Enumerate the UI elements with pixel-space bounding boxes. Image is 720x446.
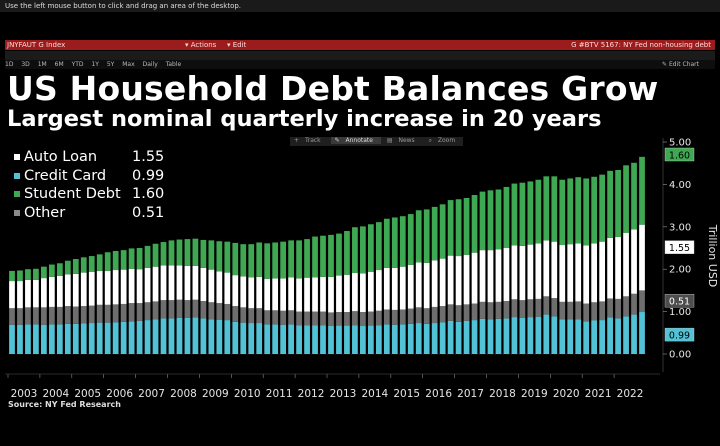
- x-tick-label: 2004: [42, 388, 69, 400]
- y-tick-label: 2.00: [669, 265, 691, 276]
- range-1y[interactable]: 1Y: [91, 61, 99, 68]
- page-title: US Household Debt Balances Grow: [7, 69, 659, 108]
- legend-value: 1.55: [132, 149, 165, 165]
- desktop-hint: Use the left mouse button to click and d…: [0, 0, 720, 12]
- ticker-label[interactable]: JNYFAUT G Index: [7, 41, 66, 49]
- legend-swatch: [14, 172, 20, 179]
- x-tick-label: 2014: [361, 388, 388, 400]
- legend-name: Auto Loan: [24, 149, 98, 165]
- y-axis-title: Trillion USD: [706, 224, 719, 288]
- x-tick-label: 2010: [234, 388, 261, 400]
- range-6m[interactable]: 6M: [54, 61, 64, 68]
- svg-text:0.99: 0.99: [669, 331, 690, 342]
- last-value-tag-credit-card: 0.99: [664, 327, 695, 342]
- x-tick-label: 2020: [553, 388, 580, 400]
- legend-swatch: [14, 154, 20, 161]
- last-value-tag-auto-loan: 1.55: [664, 240, 695, 254]
- range-3d[interactable]: 3D: [21, 61, 30, 68]
- range-1m[interactable]: 1M: [37, 61, 47, 68]
- x-tick-label: 2008: [170, 388, 197, 400]
- range-toolbar: 1D 3D 1M 6M YTD 1Y 5Y Max Daily Table ✎ …: [5, 60, 715, 69]
- page-subtitle: Largest nominal quarterly increase in 20…: [7, 106, 602, 132]
- legend-name: Credit Card: [24, 167, 107, 184]
- terminal-header: JNYFAUT G Index ▾ Actions ▾ Edit G #BTV …: [5, 40, 715, 50]
- x-tick-label: 2022: [617, 388, 644, 400]
- y-tick-label: 4.00: [669, 180, 691, 191]
- frequency-select[interactable]: Daily: [142, 61, 158, 68]
- svg-text:1.55: 1.55: [669, 243, 690, 254]
- x-tick-label: 2007: [138, 388, 165, 400]
- x-tick-label: 2009: [202, 388, 229, 400]
- svg-text:1.60: 1.60: [669, 151, 690, 162]
- legend-value: 0.51: [132, 204, 165, 221]
- zoom-button[interactable]: ⌕ Zoom: [428, 137, 456, 144]
- x-tick-label: 2016: [425, 388, 452, 400]
- x-tick-label: 2019: [521, 388, 548, 400]
- y-tick-label: 3.00: [669, 222, 691, 233]
- legend-item-auto-loan: Auto Loan 1.55: [14, 148, 164, 167]
- x-tick-label: 2013: [330, 388, 357, 400]
- date-toolbar: [5, 51, 715, 60]
- chart-legend: Auto Loan 1.55 Credit Card 0.99 Student …: [14, 148, 164, 222]
- legend-value: 0.99: [132, 167, 165, 184]
- last-value-tag-student-debt: 1.60: [664, 147, 695, 162]
- x-tick-label: 2015: [393, 388, 420, 400]
- edit-chart-button[interactable]: ✎ Edit Chart: [662, 61, 699, 68]
- x-tick-label: 2017: [457, 388, 484, 400]
- source-note: Source: NY Fed Research: [8, 400, 121, 409]
- y-tick-label: 1.00: [669, 307, 691, 318]
- legend-swatch: [14, 209, 20, 216]
- x-tick-label: 2005: [74, 388, 101, 400]
- chart-id-label: G #BTV 5167: NY Fed non-housing debt: [571, 41, 711, 49]
- y-tick-label: 0.00: [669, 350, 691, 361]
- legend-name: Student Debt: [24, 186, 121, 202]
- legend-value: 1.60: [132, 186, 165, 202]
- range-5y[interactable]: 5Y: [106, 61, 115, 68]
- y-tick-label: 5.00: [669, 138, 691, 149]
- svg-text:0.51: 0.51: [669, 297, 690, 308]
- news-button[interactable]: ▤ News: [386, 137, 415, 144]
- x-tick-label: 2003: [11, 388, 38, 400]
- range-ytd[interactable]: YTD: [71, 61, 84, 68]
- legend-swatch: [14, 191, 20, 198]
- annotate-button[interactable]: ✎ Annotate: [330, 137, 381, 144]
- legend-item-student-debt: Student Debt 1.60: [14, 185, 164, 204]
- legend-item-other: Other 0.51: [14, 204, 164, 223]
- x-tick-label: 2012: [298, 388, 325, 400]
- range-1d[interactable]: 1D: [5, 61, 14, 68]
- x-tick-label: 2011: [266, 388, 293, 400]
- legend-item-credit-card: Credit Card 0.99: [14, 167, 164, 186]
- x-tick-label: 2018: [489, 388, 516, 400]
- edit-menu[interactable]: ▾ Edit: [227, 41, 247, 49]
- table-button[interactable]: Table: [165, 61, 182, 68]
- actions-menu[interactable]: ▾ Actions: [185, 41, 217, 49]
- legend-name: Other: [24, 204, 66, 221]
- track-button[interactable]: + Track: [294, 137, 321, 144]
- x-tick-label: 2021: [585, 388, 612, 400]
- chart-toolbar: + Track ✎ Annotate ▤ News ⌕ Zoom: [290, 137, 464, 146]
- last-value-tag-other: 0.51: [664, 294, 695, 308]
- range-max[interactable]: Max: [122, 61, 135, 68]
- x-tick-label: 2006: [106, 388, 133, 400]
